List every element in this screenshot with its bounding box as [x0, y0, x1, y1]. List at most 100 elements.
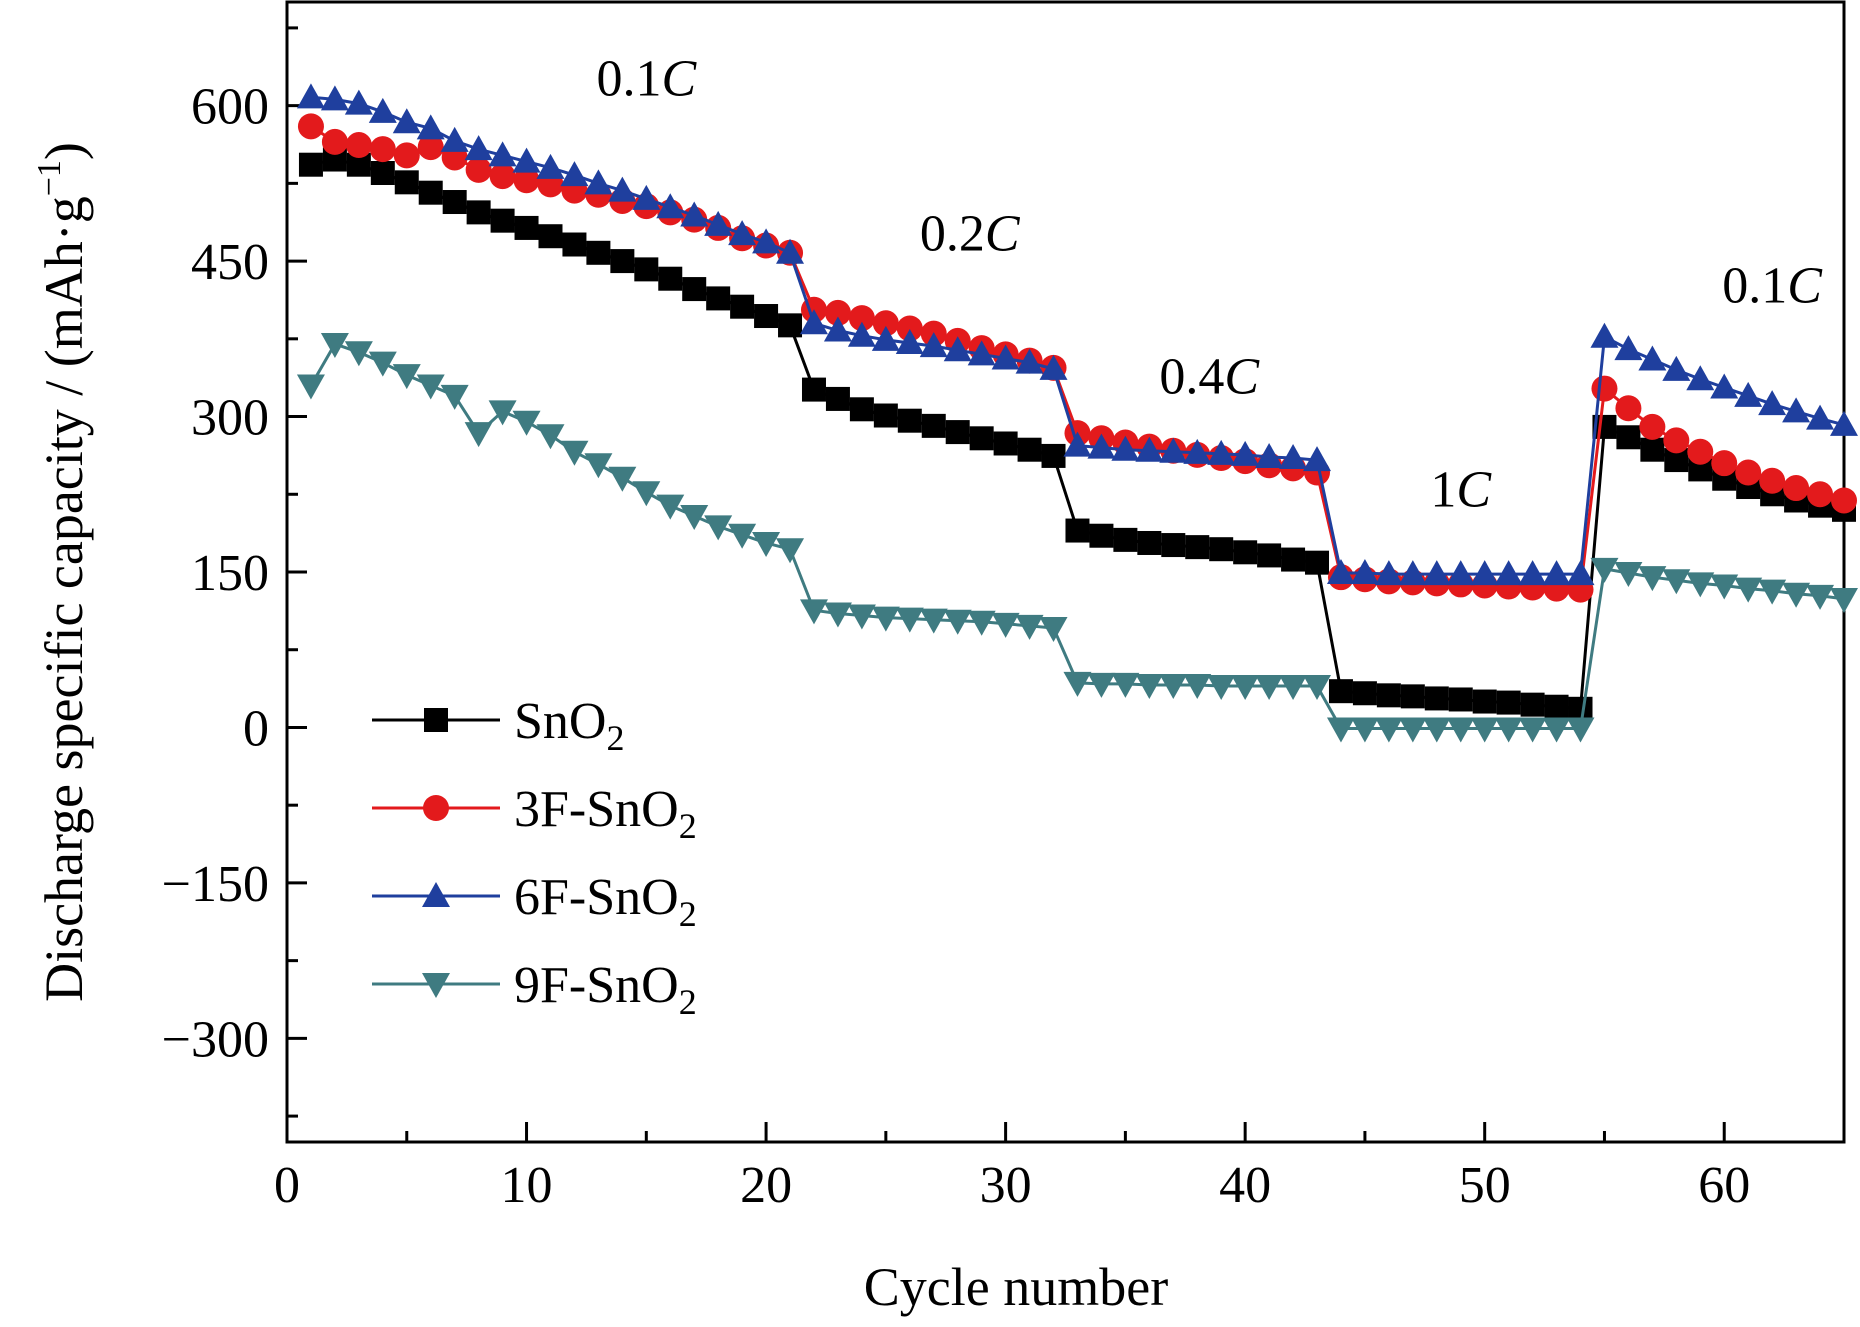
data-point: [416, 374, 445, 400]
data-point: [1472, 689, 1497, 714]
data-point: [730, 294, 755, 319]
data-point: [680, 201, 709, 227]
data-point: [752, 228, 781, 254]
data-point: [490, 208, 515, 233]
data-point: [1710, 574, 1739, 600]
x-tick-label: 60: [1698, 1157, 1750, 1214]
data-point: [847, 604, 876, 630]
data-point: [1137, 530, 1162, 555]
data-point: [945, 420, 970, 445]
legend-label-subscript: 2: [679, 894, 697, 934]
x-tick-label: 20: [740, 1157, 792, 1214]
data-point: [801, 377, 826, 402]
data-point: [1830, 587, 1858, 613]
data-point: [776, 538, 805, 564]
data-point: [824, 299, 851, 326]
legend-marker: [422, 882, 450, 907]
y-tick-label: −150: [162, 856, 269, 913]
data-point: [943, 609, 972, 635]
data-point: [1711, 450, 1738, 477]
data-point: [1568, 696, 1593, 721]
legend-label-main: SnO: [514, 693, 606, 750]
y-tick-label: 450: [191, 234, 269, 291]
rate-value: 0.1: [1722, 258, 1787, 315]
legend-marker: [422, 973, 450, 998]
x-tick-label: 50: [1459, 1157, 1511, 1214]
data-point: [1111, 672, 1140, 698]
data-point: [440, 384, 469, 410]
data-point: [514, 215, 539, 240]
data-point: [632, 184, 661, 210]
series-line: [310, 95, 1845, 576]
data-point: [1185, 535, 1210, 560]
data-point: [799, 309, 828, 335]
legend-label: 6F-SnO2: [514, 869, 697, 934]
data-point: [1616, 425, 1641, 450]
data-point: [1710, 373, 1739, 399]
rate-label: 0.1C: [1722, 258, 1823, 315]
data-point: [1183, 673, 1212, 699]
y-axis-title: Discharge specific capacity / (mAh·g−1): [31, 142, 94, 1002]
data-point: [1015, 614, 1044, 640]
data-point: [1326, 559, 1355, 585]
data-point: [1638, 345, 1667, 371]
rate-label: 0.1C: [596, 50, 697, 107]
data-point: [1687, 438, 1714, 465]
data-point: [1065, 518, 1090, 543]
data-point: [610, 249, 635, 274]
data-point: [512, 147, 541, 173]
legend-label: 9F-SnO2: [514, 957, 697, 1022]
data-point: [1566, 560, 1595, 586]
data-point: [1782, 397, 1811, 423]
data-point: [1806, 404, 1835, 430]
data-point: [872, 310, 899, 337]
data-point: [1183, 438, 1212, 464]
data-point: [584, 169, 613, 195]
y-axis-title-superscript: −1: [31, 160, 68, 196]
data-point: [1350, 559, 1379, 585]
rate-value: 0.4: [1159, 349, 1224, 406]
x-tick-label: 10: [501, 1157, 553, 1214]
data-point: [991, 344, 1020, 370]
data-point: [1807, 481, 1834, 508]
data-point: [1328, 679, 1353, 704]
data-point: [442, 190, 467, 215]
x-tick-label: 0: [274, 1157, 300, 1214]
data-point: [1422, 717, 1451, 743]
data-point: [847, 321, 876, 347]
data-point: [1686, 572, 1715, 598]
data-point: [1089, 523, 1114, 548]
data-point: [1470, 560, 1499, 586]
data-point: [1231, 675, 1260, 700]
data-point: [706, 286, 731, 311]
data-point: [1470, 717, 1499, 743]
data-point: [1255, 442, 1284, 468]
data-point: [1207, 439, 1236, 465]
data-point: [1326, 717, 1355, 743]
data-point: [392, 364, 421, 390]
data-point: [823, 316, 852, 342]
data-point: [560, 440, 589, 466]
data-point: [682, 277, 707, 302]
data-point: [320, 333, 349, 358]
data-point: [586, 240, 611, 265]
data-point: [393, 142, 420, 169]
data-point: [1159, 673, 1188, 699]
data-point: [1759, 467, 1786, 494]
data-point: [680, 505, 709, 531]
data-point: [1113, 527, 1138, 552]
data-point: [871, 325, 900, 351]
data-point: [1135, 673, 1164, 699]
data-point: [897, 408, 922, 433]
data-point: [632, 481, 661, 507]
data-point: [1063, 671, 1092, 697]
rate-value: 0.1: [596, 50, 661, 107]
data-point: [1231, 440, 1260, 466]
data-point: [1663, 427, 1690, 454]
data-point: [1518, 560, 1547, 586]
data-point: [1806, 584, 1835, 610]
data-point: [1614, 562, 1643, 588]
data-point: [488, 141, 517, 167]
data-point: [416, 114, 445, 140]
